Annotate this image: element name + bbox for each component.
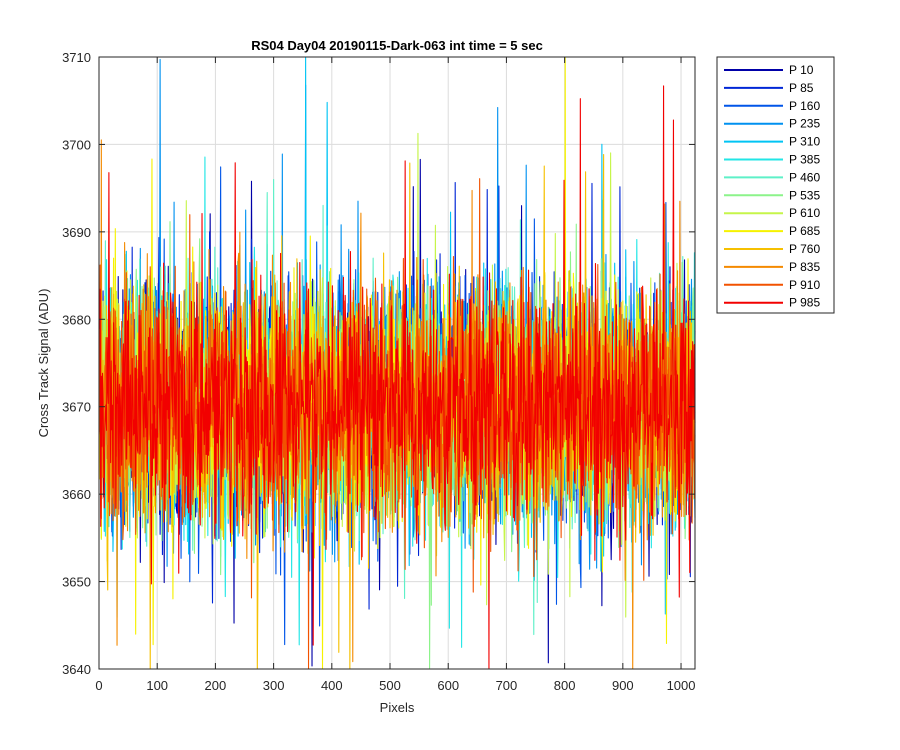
legend-label: P 385: [789, 153, 820, 167]
x-axis-label: Pixels: [380, 700, 415, 715]
legend-label: P 910: [789, 278, 820, 292]
legend-label: P 85: [789, 81, 814, 95]
y-tick-label: 3660: [62, 487, 91, 502]
legend[interactable]: P 10 P 85 P 160 P 235 P 310 P 385 P 460 P 535 P …: [716, 56, 835, 314]
legend-label: P 535: [789, 188, 820, 202]
y-axis-label: Cross Track Signal (ADU): [36, 289, 51, 438]
series-line-p-985: [99, 85, 696, 669]
chart-title: RS04 Day04 20190115-Dark-063 int time = …: [251, 38, 543, 53]
y-tick-label: 3650: [62, 575, 91, 590]
legend-label: P 760: [789, 242, 820, 256]
legend-label: P 460: [789, 170, 820, 184]
y-tick-label: 3670: [62, 400, 91, 415]
legend-label: P 610: [789, 206, 820, 220]
plot-frame: [98, 56, 696, 670]
x-tick-label: 300: [263, 678, 285, 693]
legend-box: [716, 56, 835, 314]
x-tick-label: 0: [95, 678, 102, 693]
series-line-p-910: [99, 178, 696, 670]
x-tick-label: 100: [146, 678, 168, 693]
legend-label: P 835: [789, 260, 820, 274]
legend-label: P 310: [789, 135, 820, 149]
x-tick-label: 700: [496, 678, 518, 693]
legend-label: P 160: [789, 99, 820, 113]
x-axis: 0 100 200 300 400 500 600 700 800 900 1000: [95, 57, 695, 693]
x-tick-label: 600: [437, 678, 459, 693]
legend-label: P 685: [789, 224, 820, 238]
x-tick-label: 800: [554, 678, 576, 693]
legend-label: P 985: [789, 296, 820, 310]
y-tick-label: 3700: [62, 137, 91, 152]
x-tick-label: 500: [379, 678, 401, 693]
series-layer: [99, 56, 696, 670]
legend-label: P 10: [789, 63, 814, 77]
y-tick-label: 3680: [62, 312, 91, 327]
y-tick-label: 3640: [62, 662, 91, 677]
x-tick-label: 1000: [667, 678, 696, 693]
y-tick-label: 3710: [62, 50, 91, 65]
x-tick-label: 900: [612, 678, 634, 693]
y-axis: 3640 3650 3660 3670 3680 3690 3700 3710: [62, 50, 695, 677]
x-tick-label: 400: [321, 678, 343, 693]
legend-label: P 235: [789, 117, 820, 131]
y-tick-label: 3690: [62, 225, 91, 240]
x-tick-label: 200: [205, 678, 227, 693]
